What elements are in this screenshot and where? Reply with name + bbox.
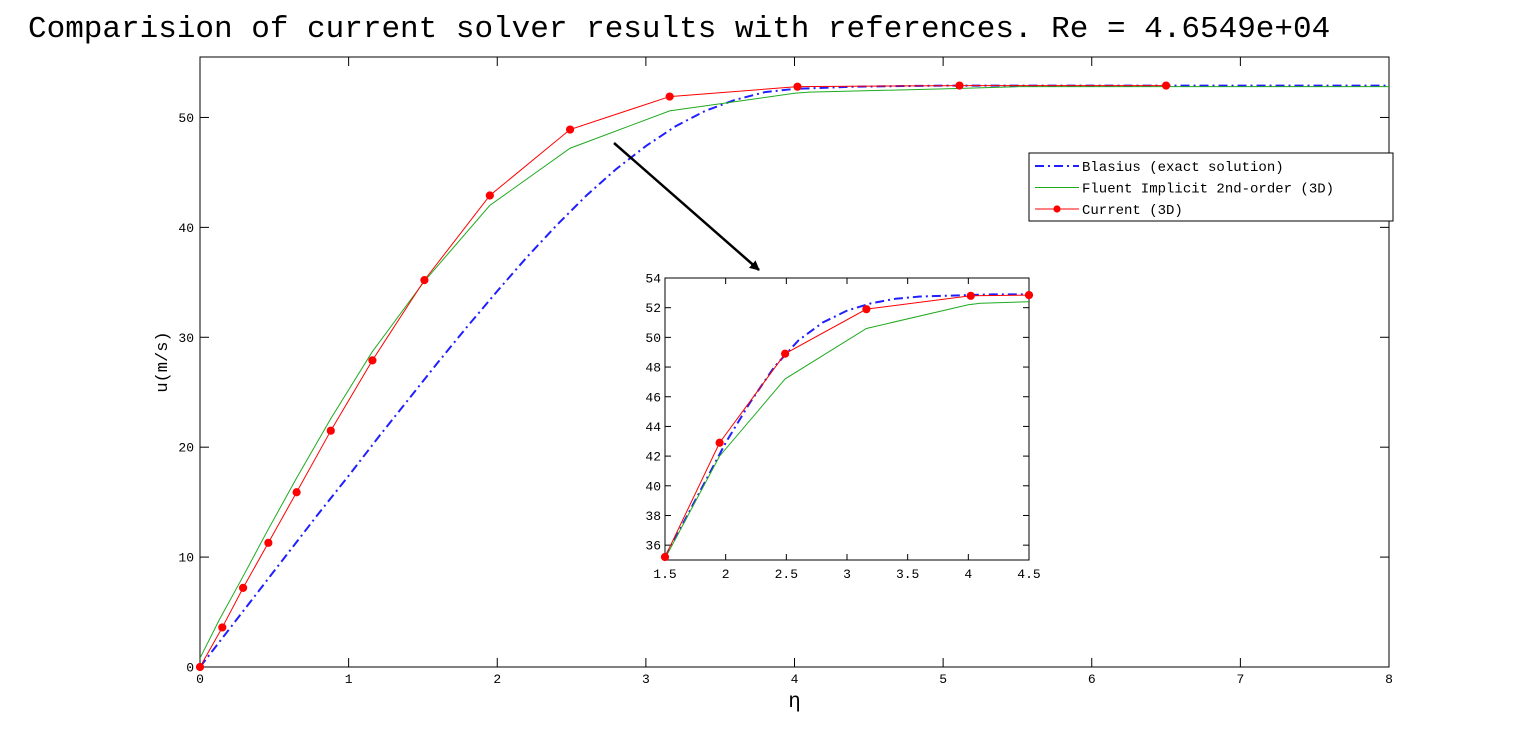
- y-tick-label: 50: [178, 111, 194, 126]
- x-tick-label: 4.5: [1017, 567, 1040, 582]
- x-tick-label: 2: [493, 672, 501, 687]
- data-point-marker: [715, 438, 724, 447]
- data-point-marker: [420, 276, 429, 285]
- legend-label: Fluent Implicit 2nd-order (3D): [1082, 182, 1334, 198]
- annotation-arrow: [613, 142, 760, 271]
- data-point-marker: [239, 583, 248, 592]
- series-line-2: [665, 294, 1029, 558]
- y-tick-label: 54: [645, 272, 661, 287]
- data-point-marker: [565, 125, 575, 134]
- legend-marker: [1053, 205, 1061, 213]
- plot-area-frame: [664, 277, 1030, 561]
- legend: Blasius (exact solution) Fluent Implicit …: [1028, 152, 1394, 222]
- y-tick-label: 40: [178, 221, 194, 236]
- data-point-marker: [955, 81, 964, 90]
- x-tick-label: 8: [1385, 672, 1393, 687]
- x-tick-label: 6: [1088, 672, 1096, 687]
- data-point-marker: [368, 356, 377, 365]
- y-axis-label: u(m/s): [154, 331, 173, 392]
- data-point-marker: [485, 191, 494, 200]
- y-tick-label: 0: [186, 661, 194, 676]
- x-tick-label: 7: [1236, 672, 1244, 687]
- chart-title: Comparision of current solver results wi…: [28, 12, 1331, 47]
- y-tick-label: 50: [645, 331, 661, 346]
- data-point-marker: [862, 305, 871, 314]
- x-axis-label: η: [788, 691, 801, 714]
- series-line-1: [665, 301, 1029, 559]
- y-tick-label: 30: [178, 331, 194, 346]
- y-tick-label: 20: [178, 441, 194, 456]
- data-point-marker: [793, 82, 802, 91]
- data-point-marker: [1161, 81, 1171, 90]
- series-line-1: [200, 86, 1389, 659]
- y-tick-label: 40: [645, 479, 661, 494]
- data-point-marker: [195, 662, 205, 672]
- legend-label: Current (3D): [1082, 203, 1183, 219]
- series-line-0: [665, 293, 1029, 558]
- x-tick-label: 5: [939, 672, 947, 687]
- series-line-2: [200, 85, 1167, 667]
- data-point-marker: [292, 488, 301, 497]
- x-tick-label: 4: [791, 672, 799, 687]
- y-tick-label: 36: [645, 539, 661, 554]
- data-point-marker: [660, 552, 670, 562]
- y-tick-label: 52: [645, 301, 661, 316]
- series-line-0: [200, 84, 1389, 667]
- legend-box: [1028, 152, 1394, 222]
- y-tick-label: 10: [178, 551, 194, 566]
- x-tick-label: 3: [642, 672, 650, 687]
- x-tick-label: 0: [196, 672, 204, 687]
- y-tick-label: 38: [645, 509, 661, 524]
- x-tick-label: 1: [345, 672, 353, 687]
- data-point-marker: [665, 92, 674, 101]
- y-tick-label: 44: [645, 420, 661, 435]
- x-tick-label: 4: [964, 567, 972, 582]
- x-tick-label: 2.5: [775, 567, 798, 582]
- data-point-marker: [1024, 290, 1034, 300]
- data-point-marker: [218, 623, 227, 632]
- y-tick-label: 46: [645, 390, 661, 405]
- data-point-marker: [326, 426, 335, 435]
- data-point-marker: [781, 349, 790, 358]
- y-tick-label: 48: [645, 361, 661, 376]
- inset-plot: 1.5 2 2.5 3 3.5 4 4.5 36 38 40 42 44 46 48 50 52 54: [645, 272, 1040, 582]
- data-point-marker: [966, 291, 975, 300]
- legend-label: Blasius (exact solution): [1082, 160, 1284, 176]
- data-point-marker: [264, 538, 273, 547]
- x-tick-label: 1.5: [653, 567, 676, 582]
- y-tick-label: 42: [645, 450, 661, 465]
- x-tick-label: 2: [722, 567, 730, 582]
- x-tick-label: 3.5: [896, 567, 919, 582]
- x-tick-label: 3: [843, 567, 851, 582]
- annotation-arrow-line: [613, 142, 760, 271]
